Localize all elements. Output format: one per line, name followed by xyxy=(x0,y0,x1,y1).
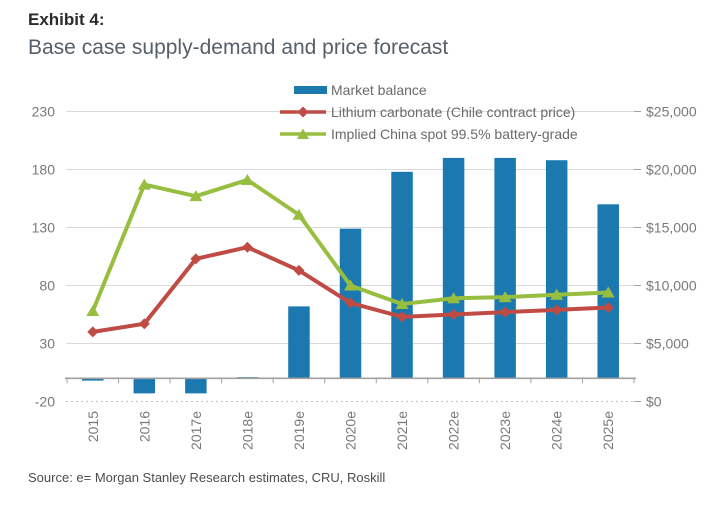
diamond-marker-2024e xyxy=(551,304,563,316)
left-axis-label: 230 xyxy=(32,104,56,120)
triangle-marker-2023e xyxy=(498,291,512,303)
bar-2023e xyxy=(494,157,516,379)
left-axis-label: -20 xyxy=(35,394,55,410)
bar-2017e xyxy=(185,378,207,394)
triangle-marker-2016 xyxy=(137,178,151,190)
right-axis-label: $20,000 xyxy=(646,162,697,178)
exhibit-label: Exhibit 4: xyxy=(28,10,105,29)
legend-item-china-spot: Implied China spot 99.5% battery-grade xyxy=(279,126,578,142)
x-axis-label-2018e: 2018e xyxy=(239,411,255,450)
x-axis-label-2016: 2016 xyxy=(136,411,152,442)
diamond-marker-2025e xyxy=(602,302,614,314)
x-axis-label-2020e: 2020e xyxy=(343,411,359,450)
triangle-marker-2015 xyxy=(86,305,100,317)
legend-diamond-line-icon xyxy=(280,106,326,118)
x-axis-label-2017e: 2017e xyxy=(188,411,204,450)
legend-item-market-balance: Market balance xyxy=(294,82,427,98)
left-axis-label: 130 xyxy=(32,220,56,236)
left-axis-label: 30 xyxy=(39,336,55,352)
left-axis-label: 80 xyxy=(39,278,55,294)
bar-2016 xyxy=(133,378,156,394)
triangle-marker-2021e xyxy=(395,298,409,310)
triangle-marker-2024e xyxy=(550,288,564,300)
diamond-marker-2020e xyxy=(345,297,356,309)
triangle-marker-2018e xyxy=(240,173,254,185)
triangle-marker-2019e xyxy=(292,208,306,220)
bar-2019e xyxy=(288,306,310,379)
bar-2015 xyxy=(82,378,104,381)
diamond-marker-2022e xyxy=(448,309,460,320)
legend-label-china-spot: Implied China spot 99.5% battery-grade xyxy=(331,126,578,142)
triangle-marker-2022e xyxy=(447,292,461,304)
legend-item-lithium-carbonate: Lithium carbonate (Chile contract price) xyxy=(279,104,575,120)
diamond-marker-2019e xyxy=(293,264,305,276)
left-axis-label: 180 xyxy=(32,162,56,178)
diamond-marker-2023e xyxy=(499,306,511,318)
right-axis-label: $25,000 xyxy=(646,104,697,120)
right-axis-label: $15,000 xyxy=(646,220,697,236)
legend-bar-swatch-icon xyxy=(294,86,327,94)
right-axis-label: $0 xyxy=(646,394,662,410)
bar-2024e xyxy=(545,160,568,379)
bar-2021e xyxy=(391,171,413,379)
legend-label-lithium-carbonate: Lithium carbonate (Chile contract price) xyxy=(331,104,576,120)
triangle-marker-2017e xyxy=(189,190,203,202)
x-axis-label-2025e: 2025e xyxy=(600,411,616,450)
right-axis-label: $10,000 xyxy=(646,278,697,294)
legend-triangle-line-icon xyxy=(280,128,326,139)
triangle-marker-2025e xyxy=(601,286,615,298)
x-axis-label-2022e: 2022e xyxy=(446,411,462,450)
x-axis-label-2024e: 2024e xyxy=(549,411,565,450)
source-note: Source: e= Morgan Stanley Research estim… xyxy=(28,470,386,485)
right-axis-label: $5,000 xyxy=(646,336,689,352)
diamond-marker-2016 xyxy=(138,318,150,330)
x-axis-label-2023e: 2023e xyxy=(497,411,513,450)
legend-label-market-balance: Market balance xyxy=(331,82,427,98)
x-axis-label-2015: 2015 xyxy=(85,411,101,442)
x-axis-label-2021e: 2021e xyxy=(394,411,410,450)
diamond-marker-2021e xyxy=(396,311,408,323)
diamond-marker-2018e xyxy=(241,241,253,253)
diamond-marker-2017e xyxy=(190,253,202,265)
diamond-marker-2015 xyxy=(87,326,99,338)
bar-2022e xyxy=(442,157,465,379)
x-axis-label-2019e: 2019e xyxy=(291,411,307,450)
page-title: Base case supply-demand and price foreca… xyxy=(28,36,449,59)
triangle-marker-2020e xyxy=(344,279,357,291)
